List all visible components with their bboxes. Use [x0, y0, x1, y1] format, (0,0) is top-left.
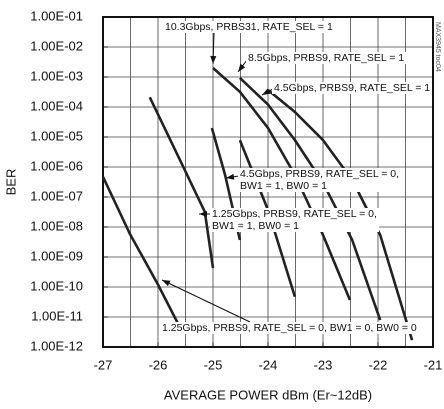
curve-annotation: 8.5Gbps, PRBS9, RATE_SEL = 1: [246, 52, 407, 64]
y-axis-label: BER: [3, 169, 18, 196]
y-tick-label: 1.00E-08: [30, 218, 83, 233]
plot-frame: [102, 16, 434, 348]
y-tick-label: 1.00E-07: [30, 188, 83, 203]
y-tick-label: 1.00E-12: [30, 338, 83, 353]
curve-annotation: 10.3Gbps, PRBS31, RATE_SEL = 1: [163, 21, 335, 33]
x-tick-label: -21: [424, 357, 443, 372]
y-tick-label: 1.00E-10: [30, 278, 83, 293]
curve-annotation: 4.5Gbps, PRBS9, RATE_SEL = 0, BW1 = 1, B…: [238, 168, 402, 192]
curve-annotation: 1.25Gbps, PRBS9, RATE_SEL = 0, BW1 = 1, …: [210, 208, 379, 232]
x-tick-label: -22: [369, 357, 388, 372]
curve-annotation: 1.25Gbps, PRBS9, RATE_SEL = 0, BW1 = 0, …: [160, 322, 419, 334]
annotation-arrowhead: [262, 88, 271, 95]
ber-curve: [267, 88, 414, 341]
x-tick-label: -23: [314, 357, 333, 372]
annotation-arrowhead: [162, 280, 171, 287]
y-tick-label: 1.00E-02: [30, 38, 83, 53]
x-tick-label: -27: [94, 357, 113, 372]
ber-curve: [239, 76, 382, 321]
y-tick-label: 1.00E-06: [30, 158, 83, 173]
x-tick-label: -25: [204, 357, 223, 372]
x-axis-label: AVERAGE POWER dBm (Er~12dB): [164, 387, 372, 402]
y-tick-label: 1.00E-09: [30, 248, 83, 263]
annotation-arrowhead: [226, 173, 235, 180]
curve-annotation: 4.5Gbps, PRBS9, RATE_SEL = 1: [272, 82, 433, 94]
ber-curve: [212, 67, 352, 301]
y-tick-label: 1.00E-11: [31, 308, 83, 323]
y-tick-label: 1.00E-01: [30, 8, 83, 23]
y-tick-label: 1.00E-04: [30, 98, 83, 113]
annotation-arrowhead: [238, 63, 246, 72]
annotation-arrowhead: [199, 211, 207, 217]
y-tick-label: 1.00E-05: [30, 128, 83, 143]
ber-curve: [148, 96, 215, 269]
x-tick-label: -24: [259, 357, 278, 372]
x-tick-label: -26: [149, 357, 168, 372]
figure-note: MAX3945 toc04: [434, 22, 441, 72]
ber-curve: [101, 176, 184, 333]
annotation-arrow: [161, 279, 251, 323]
y-tick-label: 1.00E-03: [30, 68, 83, 83]
annotation-arrowhead: [210, 55, 217, 64]
